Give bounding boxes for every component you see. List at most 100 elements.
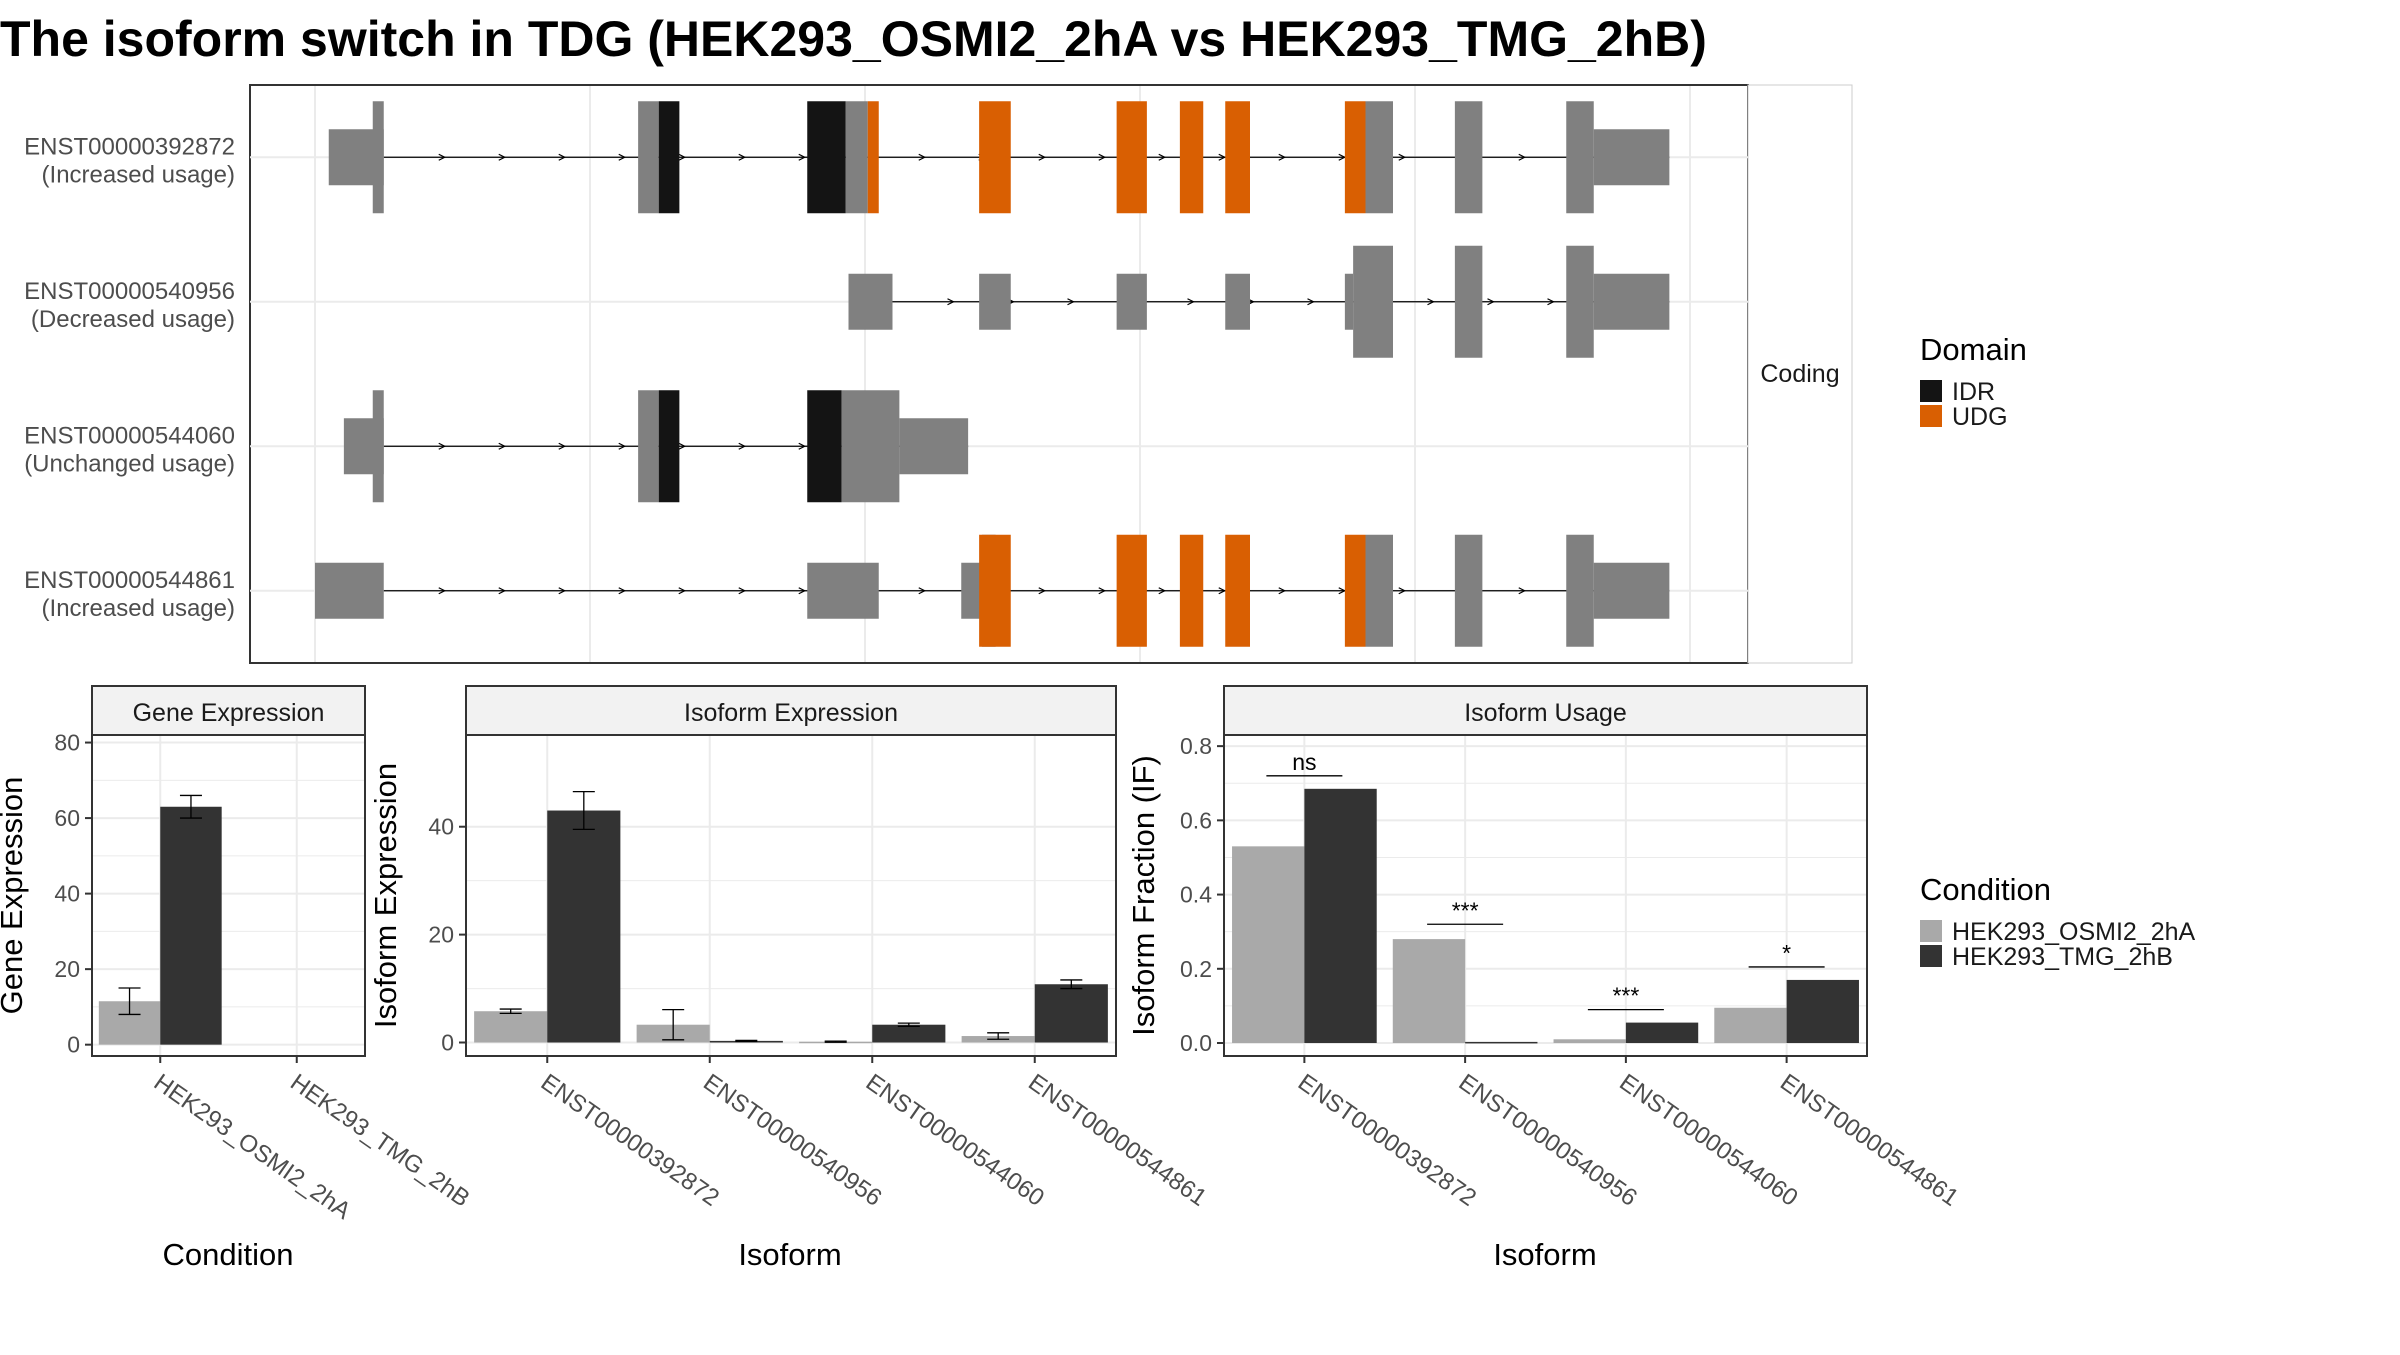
panel-strip	[465, 685, 1117, 736]
exon-cds	[1353, 245, 1393, 358]
intron-direction-arrow	[1038, 153, 1047, 161]
x-tick-label: ENST00000540956	[1454, 1069, 1642, 1212]
intron-direction-arrow	[618, 153, 627, 161]
intron-direction-arrow	[738, 153, 747, 161]
transcript-usage-label: (Decreased usage)	[31, 306, 235, 333]
significance-label: ***	[1612, 983, 1639, 1009]
exon-udg-cds	[1225, 101, 1250, 214]
intron-direction-arrow	[918, 587, 927, 595]
legend-swatch-idr	[1920, 380, 1942, 402]
x-tick-label: ENST00000544060	[861, 1069, 1049, 1212]
intron-direction-arrow	[1547, 298, 1555, 306]
intron-direction-arrow	[498, 442, 507, 450]
y-axis-title: Gene Expression	[0, 777, 29, 1015]
y-tick-label: 0	[441, 1030, 454, 1056]
transcript-track-ENST00000392872: ENST00000392872(Increased usage)	[24, 101, 1748, 214]
intron-direction-arrow	[1098, 587, 1107, 595]
intron-direction-arrow	[558, 587, 567, 595]
exon-cds	[1454, 101, 1483, 214]
intron-direction-arrow	[498, 153, 507, 161]
x-tick-label: ENST00000544060	[1614, 1069, 1802, 1212]
y-tick-label: 40	[428, 814, 454, 840]
panel-isoform-expression: Isoform Expression 0 20 40 Isoform Expressio…	[368, 685, 1212, 1272]
bar-ENST00000392872-HEK293_TMG_2hB	[547, 810, 621, 1043]
exon-cds	[1365, 534, 1393, 647]
y-tick-label: 0	[67, 1032, 80, 1058]
y-tick-label: 0.4	[1180, 882, 1212, 908]
exon-cds	[1454, 534, 1483, 647]
bar-ENST00000392872-HEK293_OSMI2_2hA	[474, 1011, 548, 1043]
legend-swatch-osmi2	[1920, 920, 1942, 942]
transcript-label: ENST00000544060	[24, 422, 235, 449]
intron-direction-arrow	[798, 442, 807, 450]
transcript-usage-label: (Increased usage)	[42, 161, 235, 188]
intron-direction-arrow	[1158, 153, 1167, 161]
x-tick-label: ENST00000544861	[1023, 1069, 1211, 1212]
exon-cds	[1454, 245, 1483, 358]
intron-direction-arrow	[1278, 587, 1287, 595]
exon-cds	[1566, 101, 1594, 214]
x-axis-title: Isoform	[738, 1237, 841, 1272]
panel-title: Gene Expression	[133, 699, 325, 727]
y-tick-label: 60	[54, 805, 80, 831]
exon-utr	[979, 273, 1011, 330]
intron-direction-arrow	[947, 298, 955, 306]
structure-strip-label: Coding	[1760, 360, 1839, 388]
bar-ENST00000392872-HEK293_TMG_2hB	[1304, 788, 1377, 1044]
intron-direction-arrow	[1398, 153, 1407, 161]
significance-label: *	[1782, 940, 1791, 966]
bar-HEK293_OSMI2_2hA-HEK293_TMG_2hB	[160, 806, 222, 1045]
y-tick-label: 0.0	[1180, 1030, 1212, 1056]
intron-direction-arrow	[738, 442, 747, 450]
intron-direction-arrow	[1518, 587, 1527, 595]
intron-direction-arrow	[678, 442, 687, 450]
exon-udg-cds	[867, 101, 879, 214]
exon-utr	[1593, 129, 1670, 186]
transcript-track-ENST00000544861: ENST00000544861(Increased usage)	[24, 534, 1748, 647]
intron-direction-arrow	[1307, 298, 1315, 306]
exon-utr	[1225, 273, 1250, 330]
panel-title: Isoform Expression	[684, 699, 898, 727]
transcript-label: ENST00000544861	[24, 567, 235, 594]
intron-direction-arrow	[438, 153, 447, 161]
intron-direction-arrow	[1518, 153, 1527, 161]
panel-strip	[1223, 685, 1868, 736]
legend-label-tmg: HEK293_TMG_2hB	[1952, 943, 2173, 971]
exon-cds	[845, 101, 868, 214]
figure-title: The isoform switch in TDG (HEK293_OSMI2_…	[0, 11, 1707, 67]
x-tick-label: ENST00000392872	[536, 1069, 724, 1212]
transcript-structure-panel: Coding ENST00000392872(Increased usage) E…	[24, 84, 1853, 664]
x-tick-label: ENST00000544861	[1775, 1069, 1963, 1212]
condition-legend: Condition HEK293_OSMI2_2hA HEK293_TMG_2h…	[1920, 872, 2196, 971]
bar-ENST00000544060-HEK293_TMG_2hB	[872, 1024, 946, 1043]
exon-udg-cds	[1179, 101, 1204, 214]
panel-strip	[91, 685, 366, 736]
exon-idr-cds	[807, 390, 842, 503]
exon-udg-cds	[1225, 534, 1250, 647]
legend-label-osmi2: HEK293_OSMI2_2hA	[1952, 918, 2196, 946]
intron-direction-arrow	[438, 442, 447, 450]
exon-utr	[807, 562, 879, 619]
domain-legend: Domain IDR UDG	[1920, 332, 2027, 431]
exon-udg-cds	[979, 101, 1011, 214]
exon-cds	[372, 101, 384, 214]
legend-label-idr: IDR	[1952, 378, 1995, 406]
transcript-track-ENST00000540956: ENST00000540956(Decreased usage)	[24, 245, 1748, 358]
exon-cds	[1566, 534, 1594, 647]
bar-ENST00000544861-HEK293_TMG_2hB	[1034, 984, 1108, 1043]
intron-direction-arrow	[798, 587, 807, 595]
y-tick-label: 20	[54, 956, 80, 982]
y-axis-title: Isoform Expression	[368, 763, 403, 1028]
intron-direction-arrow	[498, 587, 507, 595]
intron-direction-arrow	[558, 442, 567, 450]
intron-direction-arrow	[1218, 153, 1227, 161]
y-tick-label: 40	[54, 881, 80, 907]
x-axis-title: Condition	[163, 1237, 294, 1272]
intron-direction-arrow	[438, 587, 447, 595]
exon-idr-cds	[807, 101, 846, 214]
intron-direction-arrow	[1158, 587, 1167, 595]
exon-utr	[1116, 273, 1147, 330]
